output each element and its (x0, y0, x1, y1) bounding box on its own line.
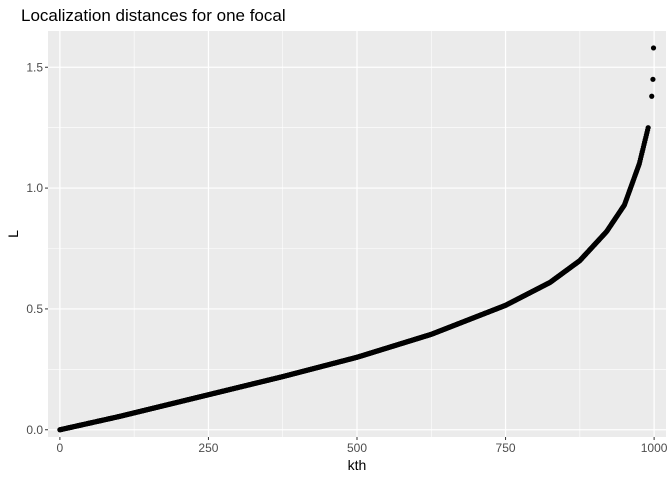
y-tick-label: 0.5 (26, 302, 43, 316)
data-point (645, 125, 651, 131)
x-axis-ticks: 0 250 500 750 1000 (57, 437, 668, 455)
y-tick-label: 0.0 (26, 423, 43, 437)
y-axis-ticks: 0.0 0.5 1.0 1.5 (26, 60, 48, 437)
data-point (649, 93, 655, 99)
x-tick-label: 500 (347, 441, 367, 455)
y-axis-title: L (5, 230, 21, 238)
chart-title: Localization distances for one focal (21, 6, 286, 25)
data-point (650, 76, 656, 82)
major-grid (48, 31, 666, 437)
data-points (57, 45, 657, 433)
y-tick-label: 1.0 (26, 181, 43, 195)
y-tick-label: 1.5 (26, 60, 43, 74)
data-point (650, 45, 657, 51)
x-axis-title: kth (348, 457, 367, 473)
x-tick-label: 750 (496, 441, 516, 455)
x-tick-label: 1000 (641, 441, 668, 455)
x-tick-label: 0 (57, 441, 64, 455)
x-tick-label: 250 (198, 441, 218, 455)
